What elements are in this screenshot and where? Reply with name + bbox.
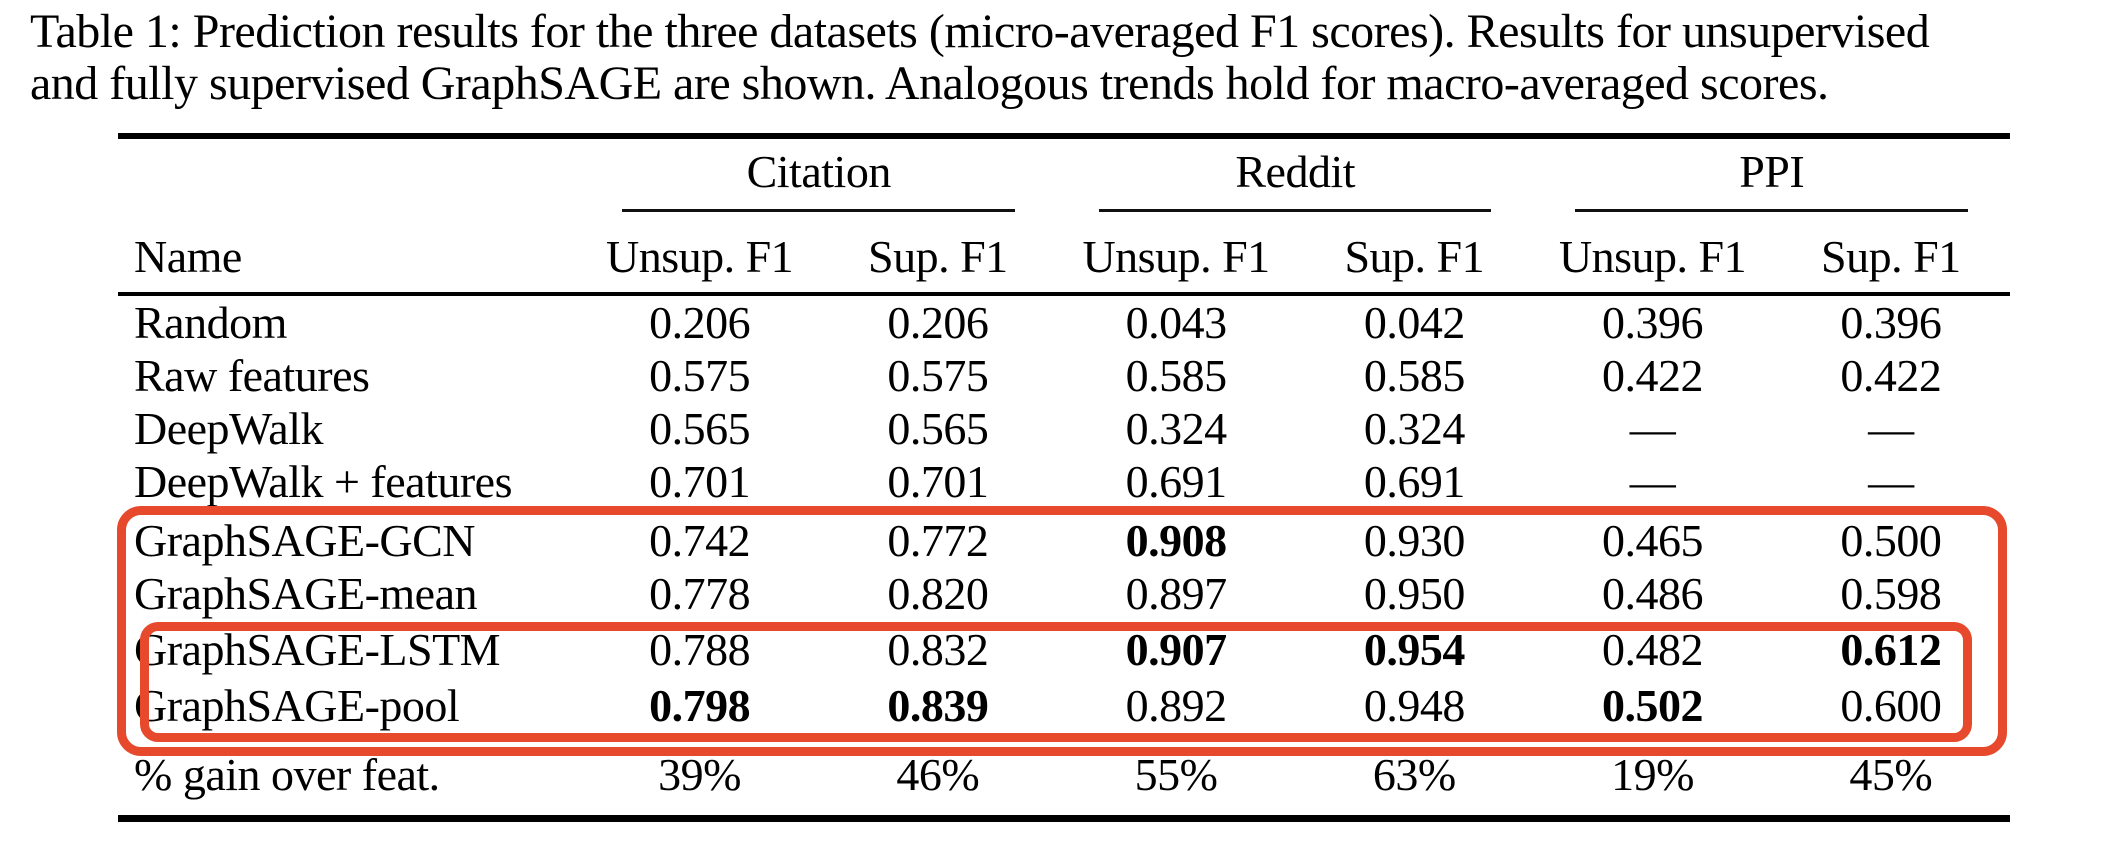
col-header-reddit-sup: Sup. F1	[1295, 220, 1534, 296]
col-header-citation-unsup: Unsup. F1	[580, 220, 819, 296]
table-row: GraphSAGE-GCN 0.742 0.772 0.908 0.930 0.465 0.…	[118, 508, 2010, 567]
table-row: GraphSAGE-mean 0.778 0.820 0.897 0.950 0.486 0…	[118, 567, 2010, 620]
value-cell: 0.565	[887, 403, 989, 454]
gain-value-cell: 39%	[580, 733, 819, 822]
group-underline-citation	[622, 209, 1015, 212]
row-name: DeepWalk	[134, 403, 323, 454]
value-cell: 0.701	[887, 456, 989, 507]
value-cell: 0.832	[887, 623, 989, 675]
value-cell: —	[1868, 403, 1914, 454]
value-cell: 0.422	[1840, 350, 1942, 401]
value-cell: 0.585	[1363, 350, 1466, 401]
col-header-citation-sup: Sup. F1	[818, 220, 1057, 296]
row-name: GraphSAGE-LSTM	[134, 623, 501, 675]
value-cell: 0.565	[649, 403, 751, 454]
group-header-reddit: Reddit	[1057, 136, 1533, 220]
value-cell: 0.324	[1363, 403, 1466, 454]
table-caption: Table 1: Prediction results for the thre…	[30, 6, 2106, 110]
value-cell: 0.502	[1602, 680, 1704, 731]
col-header-reddit-unsup: Unsup. F1	[1056, 220, 1296, 296]
value-cell: 0.396	[1840, 297, 1942, 348]
table-row: DeepWalk 0.565 0.565 0.324 0.324 — —	[118, 402, 2010, 455]
value-cell: 0.575	[649, 350, 751, 401]
group-header-ppi: PPI	[1533, 136, 2010, 220]
gain-value-cell: 45%	[1771, 733, 2010, 822]
row-name: GraphSAGE-mean	[134, 568, 478, 619]
value-cell: 0.907	[1125, 623, 1228, 675]
group-header-citation: Citation	[580, 136, 1056, 220]
value-cell: 0.701	[649, 456, 751, 507]
table-row: Random 0.206 0.206 0.043 0.042 0.396 0.396	[118, 294, 2010, 349]
value-cell: 0.950	[1363, 568, 1466, 619]
row-name: GraphSAGE-pool	[134, 680, 460, 731]
value-cell: 0.575	[887, 350, 989, 401]
value-cell: 0.930	[1363, 515, 1466, 566]
value-cell: 0.598	[1840, 568, 1942, 619]
table-row: Raw features 0.575 0.575 0.585 0.585 0.422 0.4…	[118, 349, 2010, 402]
group-underline-reddit	[1098, 209, 1492, 212]
group-header-row: Citation Reddit PPI	[118, 136, 2010, 220]
value-cell: 0.892	[1125, 680, 1228, 731]
value-cell: 0.585	[1125, 350, 1228, 401]
gain-value-cell: 55%	[1056, 733, 1296, 822]
row-name: Raw features	[134, 350, 370, 401]
value-cell: 0.897	[1125, 568, 1228, 619]
value-cell: 0.691	[1363, 456, 1466, 507]
value-cell: 0.600	[1840, 680, 1942, 731]
value-cell: —	[1629, 456, 1676, 507]
col-header-ppi-sup: Sup. F1	[1771, 220, 2010, 296]
gain-value-cell: 19%	[1533, 733, 1772, 822]
value-cell: 0.839	[887, 680, 989, 731]
value-cell: 0.612	[1840, 623, 1942, 675]
value-cell: 0.043	[1125, 297, 1228, 348]
row-name: Random	[134, 297, 287, 348]
col-header-ppi-unsup: Unsup. F1	[1533, 220, 1772, 296]
value-cell: 0.691	[1125, 456, 1228, 507]
value-cell: 0.788	[649, 623, 751, 675]
value-cell: 0.482	[1602, 623, 1704, 675]
row-name: DeepWalk + features	[134, 456, 513, 507]
group-label-ppi: PPI	[1739, 146, 1805, 197]
gain-value-cell: 63%	[1295, 733, 1534, 822]
value-cell: —	[1629, 403, 1676, 454]
value-cell: 0.772	[887, 515, 989, 566]
table-row: GraphSAGE-LSTM 0.788 0.832 0.907 0.954 0.482 0…	[118, 620, 2010, 678]
value-cell: 0.954	[1363, 623, 1466, 675]
group-underline-ppi	[1575, 209, 1968, 212]
value-cell: 0.486	[1602, 568, 1704, 619]
value-cell: 0.778	[649, 568, 751, 619]
results-table: Citation Reddit PPI Name Unsup. F1 Sup. …	[118, 133, 2010, 822]
value-cell: 0.465	[1602, 515, 1704, 566]
empty-corner-cell	[118, 136, 580, 220]
value-cell: 0.820	[887, 568, 989, 619]
group-label-reddit: Reddit	[1235, 146, 1356, 197]
value-cell: 0.798	[649, 680, 751, 731]
value-cell: —	[1868, 456, 1914, 507]
gain-value-cell: 46%	[818, 733, 1057, 822]
gain-row-label: % gain over feat.	[118, 733, 581, 822]
value-cell: 0.206	[649, 297, 751, 348]
table-row: DeepWalk + features 0.701 0.701 0.691 0.691 —…	[118, 455, 2010, 508]
name-column-header: Name	[118, 220, 581, 296]
table-row: GraphSAGE-pool 0.798 0.839 0.892 0.948 0.502 0…	[118, 678, 2010, 733]
table-body: Random 0.206 0.206 0.043 0.042 0.396 0.396 Raw …	[118, 294, 2010, 822]
column-header-row: Name Unsup. F1 Sup. F1 Unsup. F1 Sup. F1…	[118, 220, 2010, 296]
value-cell: 0.396	[1602, 297, 1704, 348]
group-label-citation: Citation	[746, 146, 892, 197]
caption-line-2: and fully supervised GraphSAGE are shown…	[30, 57, 1829, 110]
value-cell: 0.422	[1602, 350, 1704, 401]
value-cell: 0.500	[1840, 515, 1942, 566]
value-cell: 0.908	[1125, 515, 1228, 566]
value-cell: 0.948	[1363, 680, 1466, 731]
gain-row: % gain over feat. 39% 46% 55% 63% 19% 45…	[118, 733, 2010, 822]
value-cell: 0.742	[649, 515, 751, 566]
value-cell: 0.324	[1125, 403, 1228, 454]
row-name: GraphSAGE-GCN	[134, 515, 476, 566]
value-cell: 0.042	[1363, 297, 1466, 348]
caption-line-1: Table 1: Prediction results for the thre…	[30, 5, 1930, 58]
value-cell: 0.206	[887, 297, 989, 348]
